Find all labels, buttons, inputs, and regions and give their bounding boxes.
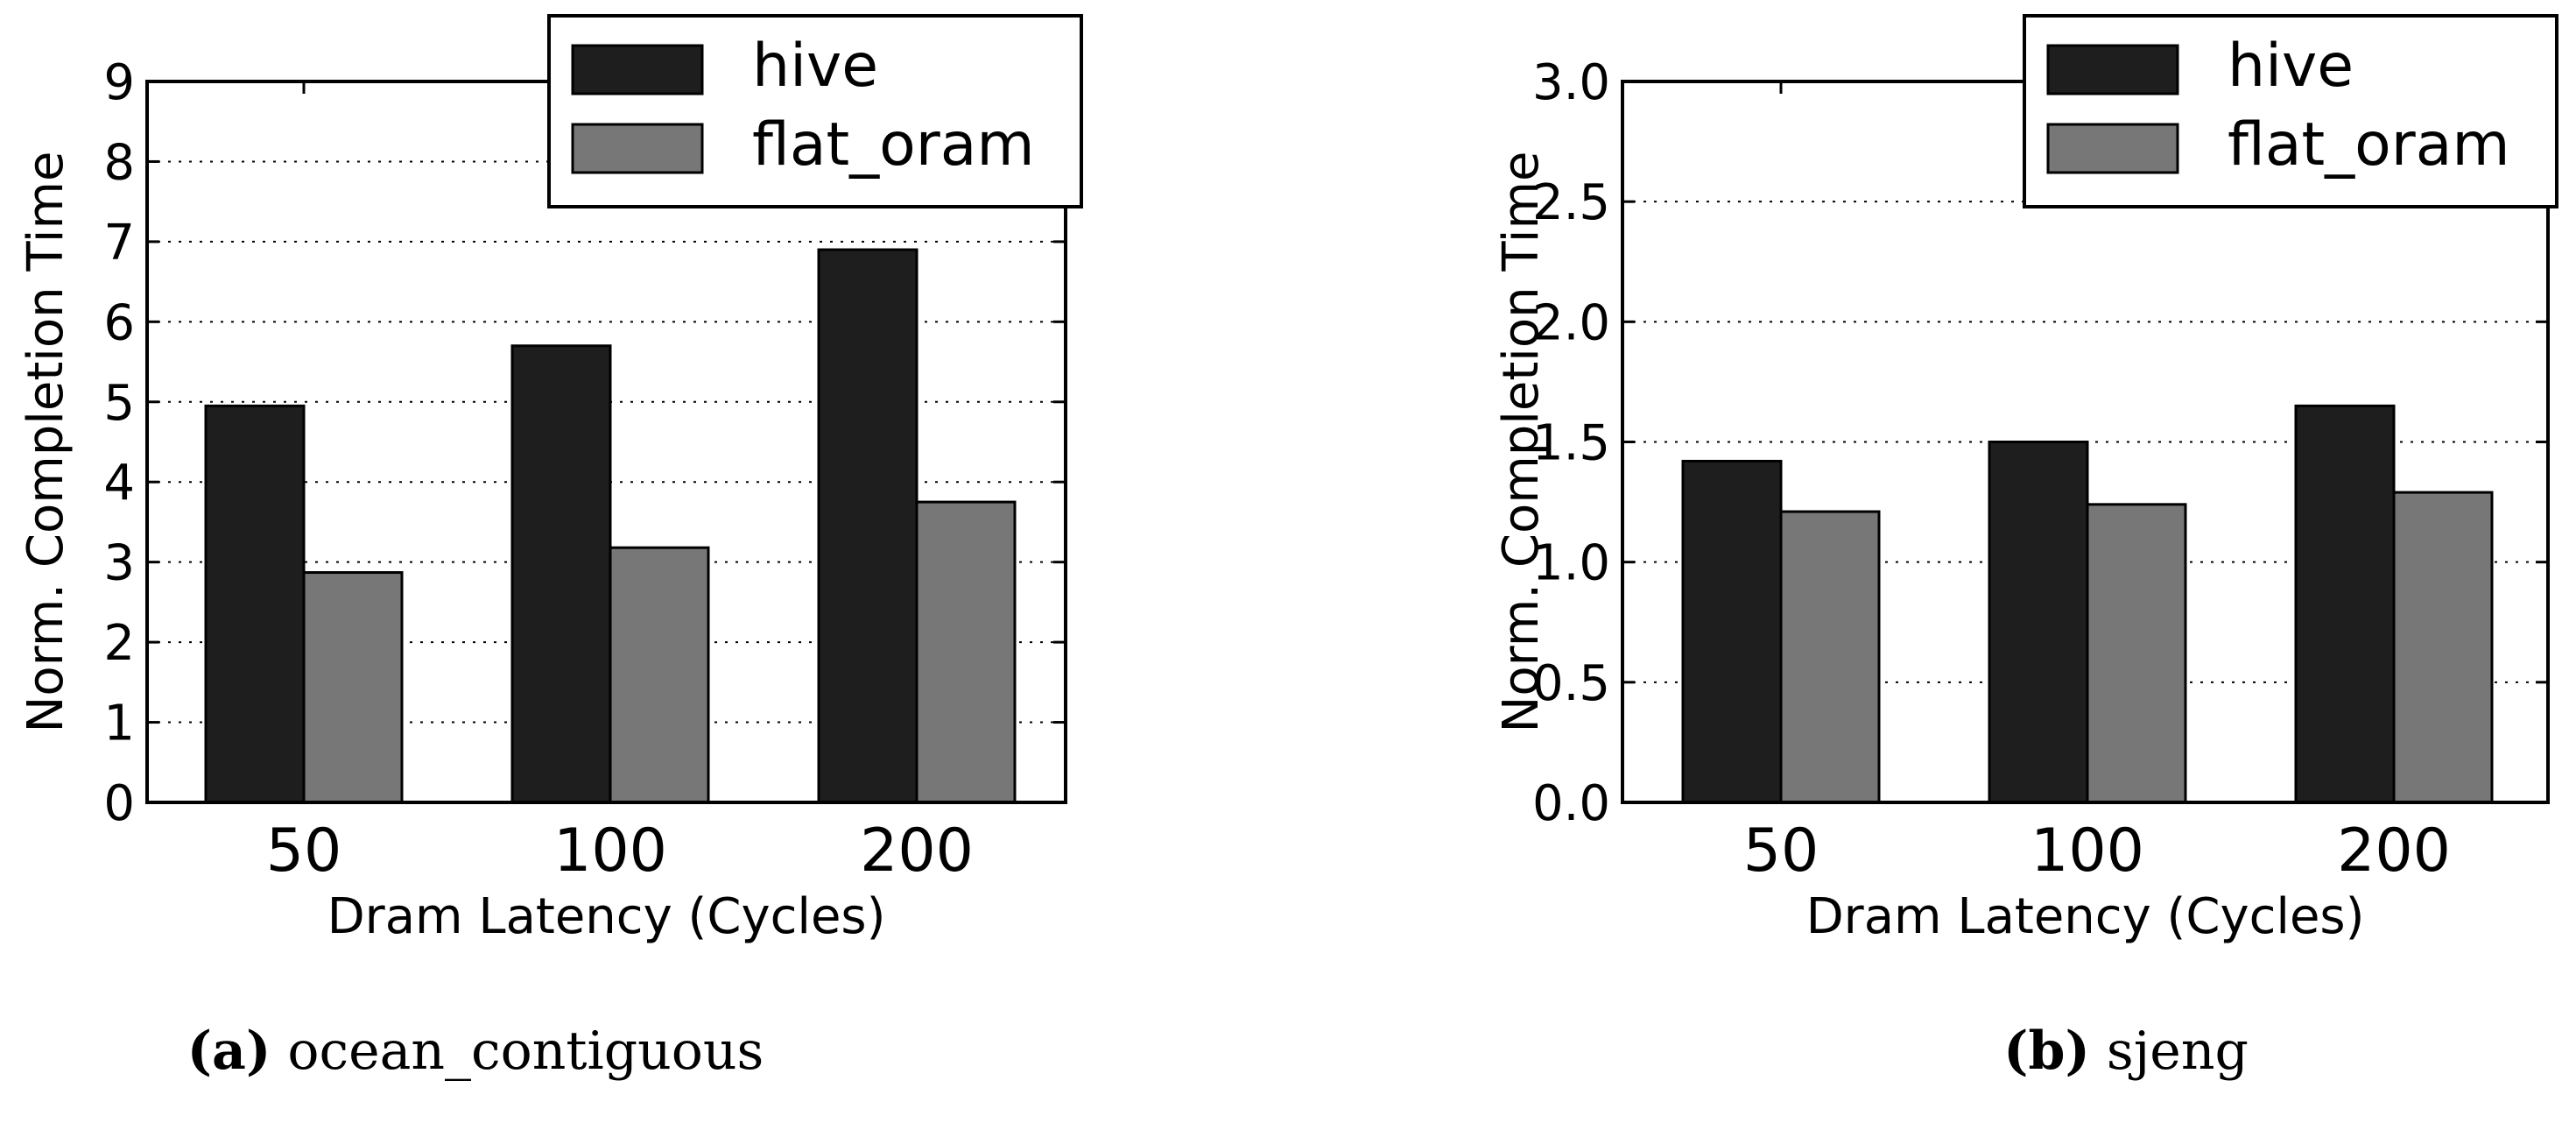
- bar-flat-oram-100: [2086, 503, 2187, 804]
- x-axis-label: Dram Latency (Cycles): [327, 888, 886, 945]
- legend-label-hive: hive: [2228, 32, 2354, 101]
- legend-swatch-hive: [571, 44, 704, 95]
- bar-hive-50: [204, 404, 306, 804]
- bar-hive-200: [817, 248, 918, 804]
- caption-ocean-contiguous: (a) ocean_contiguous: [81, 1021, 869, 1082]
- y-axis-label: Norm. Completion Time: [1493, 152, 1550, 733]
- x-tick-label: 100: [553, 816, 667, 886]
- y-tick-label: 1.0: [1532, 535, 1610, 592]
- y-tick-label: 0: [103, 775, 135, 832]
- y-tick-label: 1.5: [1532, 415, 1610, 472]
- legend-label-flat-oram: flat_oram: [2228, 110, 2510, 180]
- legend-swatch-flat-oram: [571, 123, 704, 174]
- bar-flat-oram-200: [915, 500, 1017, 804]
- x-tick-label: 200: [860, 816, 974, 886]
- y-tick-label: 0.5: [1532, 655, 1610, 712]
- legend-swatch-flat-oram: [2046, 123, 2179, 174]
- y-tick-label: 2.5: [1532, 174, 1610, 231]
- y-tick-label: 2.0: [1532, 294, 1610, 351]
- x-tick-label: 50: [1743, 816, 1819, 886]
- bar-hive-200: [2294, 404, 2396, 804]
- caption-sjeng: (b) sjeng: [1732, 1021, 2520, 1082]
- bar-flat-oram-100: [609, 546, 710, 804]
- x-tick-label: 100: [2031, 816, 2144, 886]
- bar-flat-oram-50: [1779, 510, 1881, 804]
- y-axis-label: Norm. Completion Time: [18, 152, 74, 733]
- legend-swatch-hive: [2046, 44, 2179, 95]
- legend-label-hive: hive: [752, 32, 878, 101]
- bar-hive-50: [1681, 459, 1783, 804]
- caption-text: ocean_contiguous: [271, 1021, 764, 1082]
- bar-hive-100: [510, 344, 612, 804]
- y-tick-label: 3.0: [1532, 54, 1610, 111]
- y-tick-label: 3: [103, 535, 135, 592]
- x-tick-label: 50: [266, 816, 342, 886]
- caption-letter: (b): [2003, 1021, 2090, 1082]
- y-tick-label: 8: [103, 134, 135, 191]
- y-tick-label: 0.0: [1532, 775, 1610, 832]
- y-tick-label: 6: [103, 294, 135, 351]
- bar-flat-oram-200: [2392, 491, 2494, 804]
- y-tick-label: 5: [103, 375, 135, 432]
- y-tick-label: 4: [103, 455, 135, 512]
- y-tick-label: 9: [103, 54, 135, 111]
- bar-hive-100: [1988, 441, 2089, 804]
- bar-flat-oram-50: [302, 571, 404, 804]
- legend-label-flat-oram: flat_oram: [752, 110, 1035, 180]
- x-tick-label: 200: [2337, 816, 2451, 886]
- y-tick-label: 1: [103, 696, 135, 752]
- caption-letter: (a): [187, 1021, 271, 1082]
- y-tick-label: 7: [103, 215, 135, 272]
- caption-text: sjeng: [2089, 1021, 2249, 1082]
- x-axis-label: Dram Latency (Cycles): [1806, 888, 2365, 945]
- y-tick-label: 2: [103, 615, 135, 672]
